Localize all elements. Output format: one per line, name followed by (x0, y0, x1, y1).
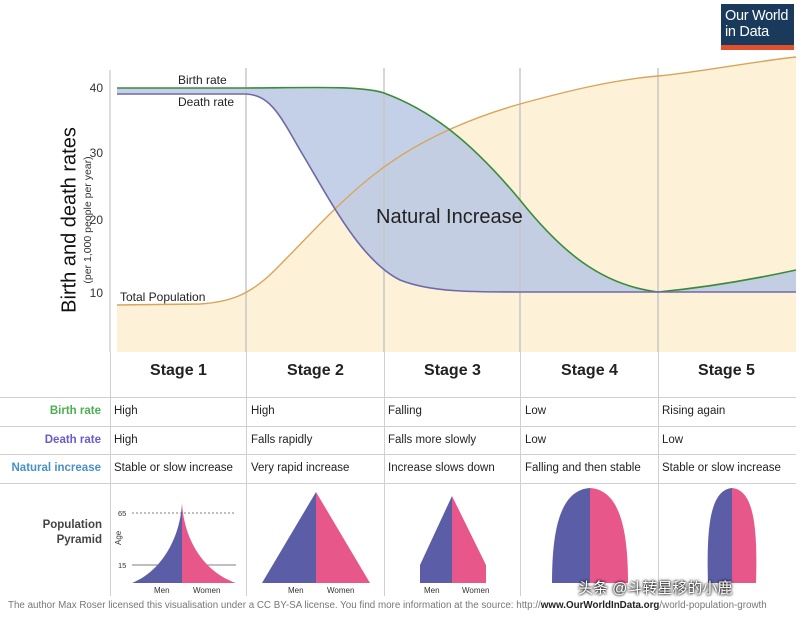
table-cell: Low (662, 434, 684, 446)
y-axis-title: Birth and death rates (58, 127, 81, 313)
table-column-divider (384, 352, 385, 596)
birth-rate-line (117, 86, 797, 293)
stage-dividers (245, 68, 659, 352)
table-cell: Falls more slowly (388, 434, 477, 446)
table-column-divider (110, 352, 111, 596)
row-label-population-pyramid: Population Pyramid (10, 518, 102, 548)
row-label-birth-rate: Birth rate (49, 405, 101, 417)
table-column-divider (658, 352, 659, 596)
table-cell: Falling (388, 405, 422, 417)
y-axis-subtitle: (per 1,000 people per year) (82, 156, 94, 284)
table-divider (0, 483, 796, 484)
stage-header: Stage 1 (150, 362, 207, 379)
table-divider (0, 397, 796, 398)
pyramid-label-line-1: Population (42, 519, 102, 531)
table-cell: Very rapid increase (251, 462, 350, 474)
table-cell: Falls rapidly (251, 434, 313, 446)
table-divider (0, 454, 796, 455)
table-divider (0, 426, 796, 427)
svg-text:Women: Women (193, 586, 220, 595)
watermark: 头条 @斗转星移的小鹿 (578, 580, 733, 597)
credit-path: /world-population-growth (659, 600, 767, 611)
pyramid-stage-5 (707, 488, 757, 583)
credit-line: The author Max Roser licensed this visua… (8, 600, 767, 611)
pyramid-stage-1: Age 65 15 Men Women (114, 503, 236, 595)
svg-text:65: 65 (118, 509, 126, 518)
table-cell: High (114, 405, 138, 417)
natural-increase-label: Natural Increase (376, 206, 523, 228)
y-tick-40: 40 (90, 81, 104, 95)
table-cell: High (251, 405, 275, 417)
table-cell: Stable or slow increase (114, 462, 233, 474)
logo-line-2: in Data (725, 24, 769, 40)
logo-line-1: Our World (725, 8, 789, 24)
pyramid-stage-3: Men Women (420, 496, 489, 595)
table-column-divider (520, 352, 521, 596)
table-cell: High (114, 434, 138, 446)
table-column-divider (246, 352, 247, 596)
table-cell: Falling and then stable (525, 462, 641, 474)
death-rate-line (117, 93, 796, 293)
y-tick-20: 20 (90, 213, 104, 227)
table-cell: Stable or slow increase (662, 462, 781, 474)
svg-text:Age: Age (114, 530, 123, 545)
svg-text:Women: Women (462, 586, 489, 595)
y-tick-10: 10 (90, 286, 104, 300)
svg-text:Men: Men (288, 586, 304, 595)
pyramid-stage-4 (552, 488, 628, 583)
credit-text: The author Max Roser licensed this visua… (8, 600, 541, 611)
stage-header: Stage 5 (698, 362, 755, 379)
owid-logo: Our World in Data (721, 4, 794, 50)
svg-text:Men: Men (424, 586, 440, 595)
natural-increase-area (117, 87, 796, 293)
logo-accent-bar (721, 45, 794, 50)
pyramid-stage-2: Men Women (262, 492, 370, 595)
stage-header: Stage 4 (561, 362, 618, 379)
svg-text:15: 15 (118, 561, 126, 570)
row-label-death-rate: Death rate (44, 434, 101, 446)
table-cell: Low (525, 405, 547, 417)
death-rate-label: Death rate (178, 95, 234, 109)
table-cell: Increase slows down (388, 462, 495, 474)
stage-header: Stage 2 (287, 362, 344, 379)
population-line (116, 56, 797, 306)
table-cell: Rising again (662, 405, 726, 417)
y-tick-30: 30 (90, 146, 104, 160)
birth-rate-label: Birth rate (178, 73, 227, 87)
stage-header: Stage 3 (424, 362, 481, 379)
credit-link[interactable]: www.OurWorldInData.org (540, 600, 660, 611)
row-label-natural-increase: Natural increase (11, 462, 102, 474)
table-cell: Low (525, 434, 547, 446)
svg-text:Men: Men (154, 586, 170, 595)
svg-text:Women: Women (327, 586, 354, 595)
pyramid-label-line-2: Pyramid (56, 534, 102, 546)
population-label: Total Population (120, 290, 205, 304)
